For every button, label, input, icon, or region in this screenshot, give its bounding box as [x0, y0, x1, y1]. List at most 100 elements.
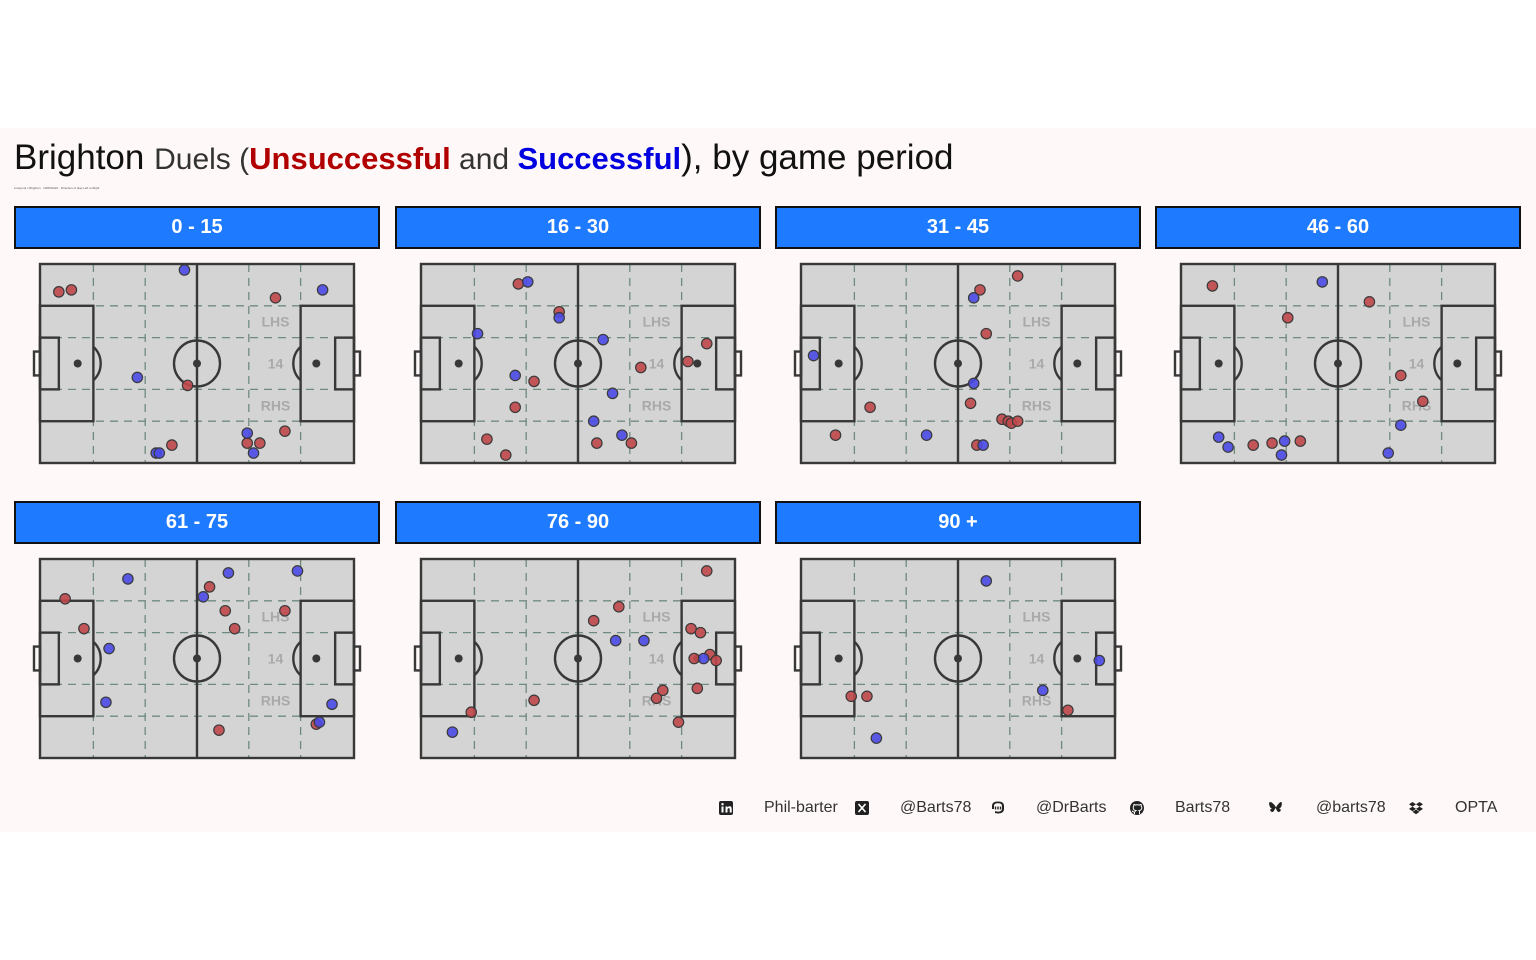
duel-point-successful [1382, 447, 1395, 459]
zone-label-lhs: LHS [643, 609, 671, 625]
zone-label-lhs: LHS [262, 314, 290, 330]
linkedin-icon[interactable] [718, 800, 734, 816]
x-icon[interactable] [854, 800, 870, 816]
duel-point-successful [326, 698, 338, 711]
duel-point-successful [291, 565, 304, 577]
duel-point-unsuccessful [694, 626, 707, 639]
duel-point-unsuccessful [672, 716, 685, 728]
duel-point-successful [103, 642, 115, 655]
footer-mastodon-text[interactable]: @DrBarts [1036, 799, 1107, 816]
pitch-markings [793, 557, 1123, 760]
duel-point-unsuccessful [499, 449, 512, 461]
duel-point-unsuccessful [591, 437, 603, 449]
facet-strip-label: 16 - 30 [395, 206, 761, 249]
pitch: LHS 14 RHS [793, 262, 1123, 465]
facet-strip-label: 90 + [775, 501, 1141, 544]
right-penalty-arc [1053, 345, 1063, 382]
duel-point-unsuccessful [1363, 296, 1376, 308]
facet-strip-label: 0 - 15 [14, 206, 380, 249]
duel-point-successful [1093, 654, 1106, 667]
duel-point-successful [1212, 431, 1225, 443]
duel-point-unsuccessful [1011, 415, 1024, 428]
duel-point-unsuccessful [1416, 395, 1429, 408]
duel-point-unsuccessful [228, 622, 241, 635]
centre-circle [553, 634, 603, 683]
duel-point-unsuccessful [710, 654, 722, 667]
duel-point-unsuccessful [53, 286, 65, 298]
left-penalty-spot [454, 654, 463, 663]
centre-spot [574, 654, 582, 663]
duel-point-unsuccessful [635, 361, 647, 374]
duel-point-unsuccessful [509, 401, 521, 414]
centre-spot [954, 654, 962, 663]
duel-point-unsuccessful [974, 284, 986, 296]
footer-linkedin-text[interactable]: Phil-barter [764, 799, 838, 816]
dropbox-icon[interactable] [1408, 800, 1424, 816]
zone-label-rhs: RHS [1022, 397, 1052, 413]
zone-label-middle: 14 [1409, 356, 1425, 372]
duel-point-successful [967, 377, 980, 390]
right-goal [733, 645, 743, 672]
duel-point-successful [697, 652, 710, 665]
facet-strip-label: 31 - 45 [775, 206, 1141, 249]
duel-point-successful [980, 575, 993, 587]
mastodon-icon[interactable] [990, 800, 1006, 816]
duel-point-successful [1316, 276, 1329, 288]
footer-github-text[interactable]: Barts78 [1175, 799, 1231, 816]
duel-point-unsuccessful [682, 355, 694, 368]
duel-point-unsuccessful [1206, 280, 1219, 292]
duel-point-unsuccessful [279, 425, 291, 437]
duel-point-unsuccessful [465, 706, 478, 719]
left-penalty-spot [73, 654, 82, 663]
centre-circle [172, 634, 222, 683]
duel-point-unsuccessful [861, 690, 873, 703]
duel-point-unsuccessful [181, 379, 194, 392]
facet-2: 31 - 45 LHS 14 RHS [775, 206, 1141, 466]
duel-point-unsuccessful [650, 692, 663, 705]
github-icon[interactable] [1129, 800, 1145, 816]
duel-point-unsuccessful [587, 614, 600, 627]
duel-point-unsuccessful [964, 397, 977, 410]
left-goal [32, 350, 42, 377]
duel-point-unsuccessful [213, 724, 225, 736]
bluesky-icon[interactable] [1268, 800, 1284, 816]
right-penalty-spot [1073, 654, 1082, 663]
duel-point-successful [638, 634, 650, 647]
duel-point-unsuccessful [279, 604, 291, 617]
duel-point-unsuccessful [512, 278, 525, 290]
duel-point-successful [967, 292, 980, 304]
right-penalty-spot [1453, 359, 1462, 368]
duel-point-successful [1395, 419, 1407, 431]
facet-strip-label: 61 - 75 [14, 501, 380, 544]
duel-point-unsuccessful [980, 327, 993, 340]
zone-label-middle: 14 [649, 651, 665, 667]
duel-point-unsuccessful [1062, 704, 1074, 717]
duel-point-successful [100, 696, 112, 709]
left-goal [793, 350, 803, 377]
footer-x-text[interactable]: @Barts78 [900, 799, 972, 816]
duel-point-unsuccessful [59, 592, 71, 605]
footer-bluesky-text[interactable]: @barts78 [1316, 799, 1386, 816]
duel-point-unsuccessful [1294, 435, 1307, 447]
duel-point-successful [153, 447, 166, 459]
centre-circle [172, 339, 222, 388]
pitch: LHS 14 RHS [32, 262, 362, 465]
duel-point-successful [509, 369, 521, 382]
centre-circle [1313, 339, 1363, 388]
zone-label-lhs: LHS [1023, 609, 1051, 625]
duel-point-successful [609, 634, 622, 647]
facet-0: 0 - 15 LHS 14 RHS [14, 206, 380, 466]
right-goal [733, 350, 743, 377]
right-penalty-spot [312, 654, 321, 663]
right-penalty-arc [292, 345, 302, 382]
duel-point-successful [313, 716, 326, 728]
right-penalty-arc [673, 345, 683, 382]
duel-point-unsuccessful [864, 401, 876, 414]
duel-point-successful [1036, 684, 1049, 697]
right-penalty-arc [1053, 640, 1063, 677]
duel-point-unsuccessful [78, 622, 90, 635]
duel-point-successful [471, 327, 484, 340]
zone-label-rhs: RHS [642, 397, 672, 413]
duel-point-unsuccessful [613, 600, 625, 613]
duel-point-unsuccessful [65, 284, 78, 296]
